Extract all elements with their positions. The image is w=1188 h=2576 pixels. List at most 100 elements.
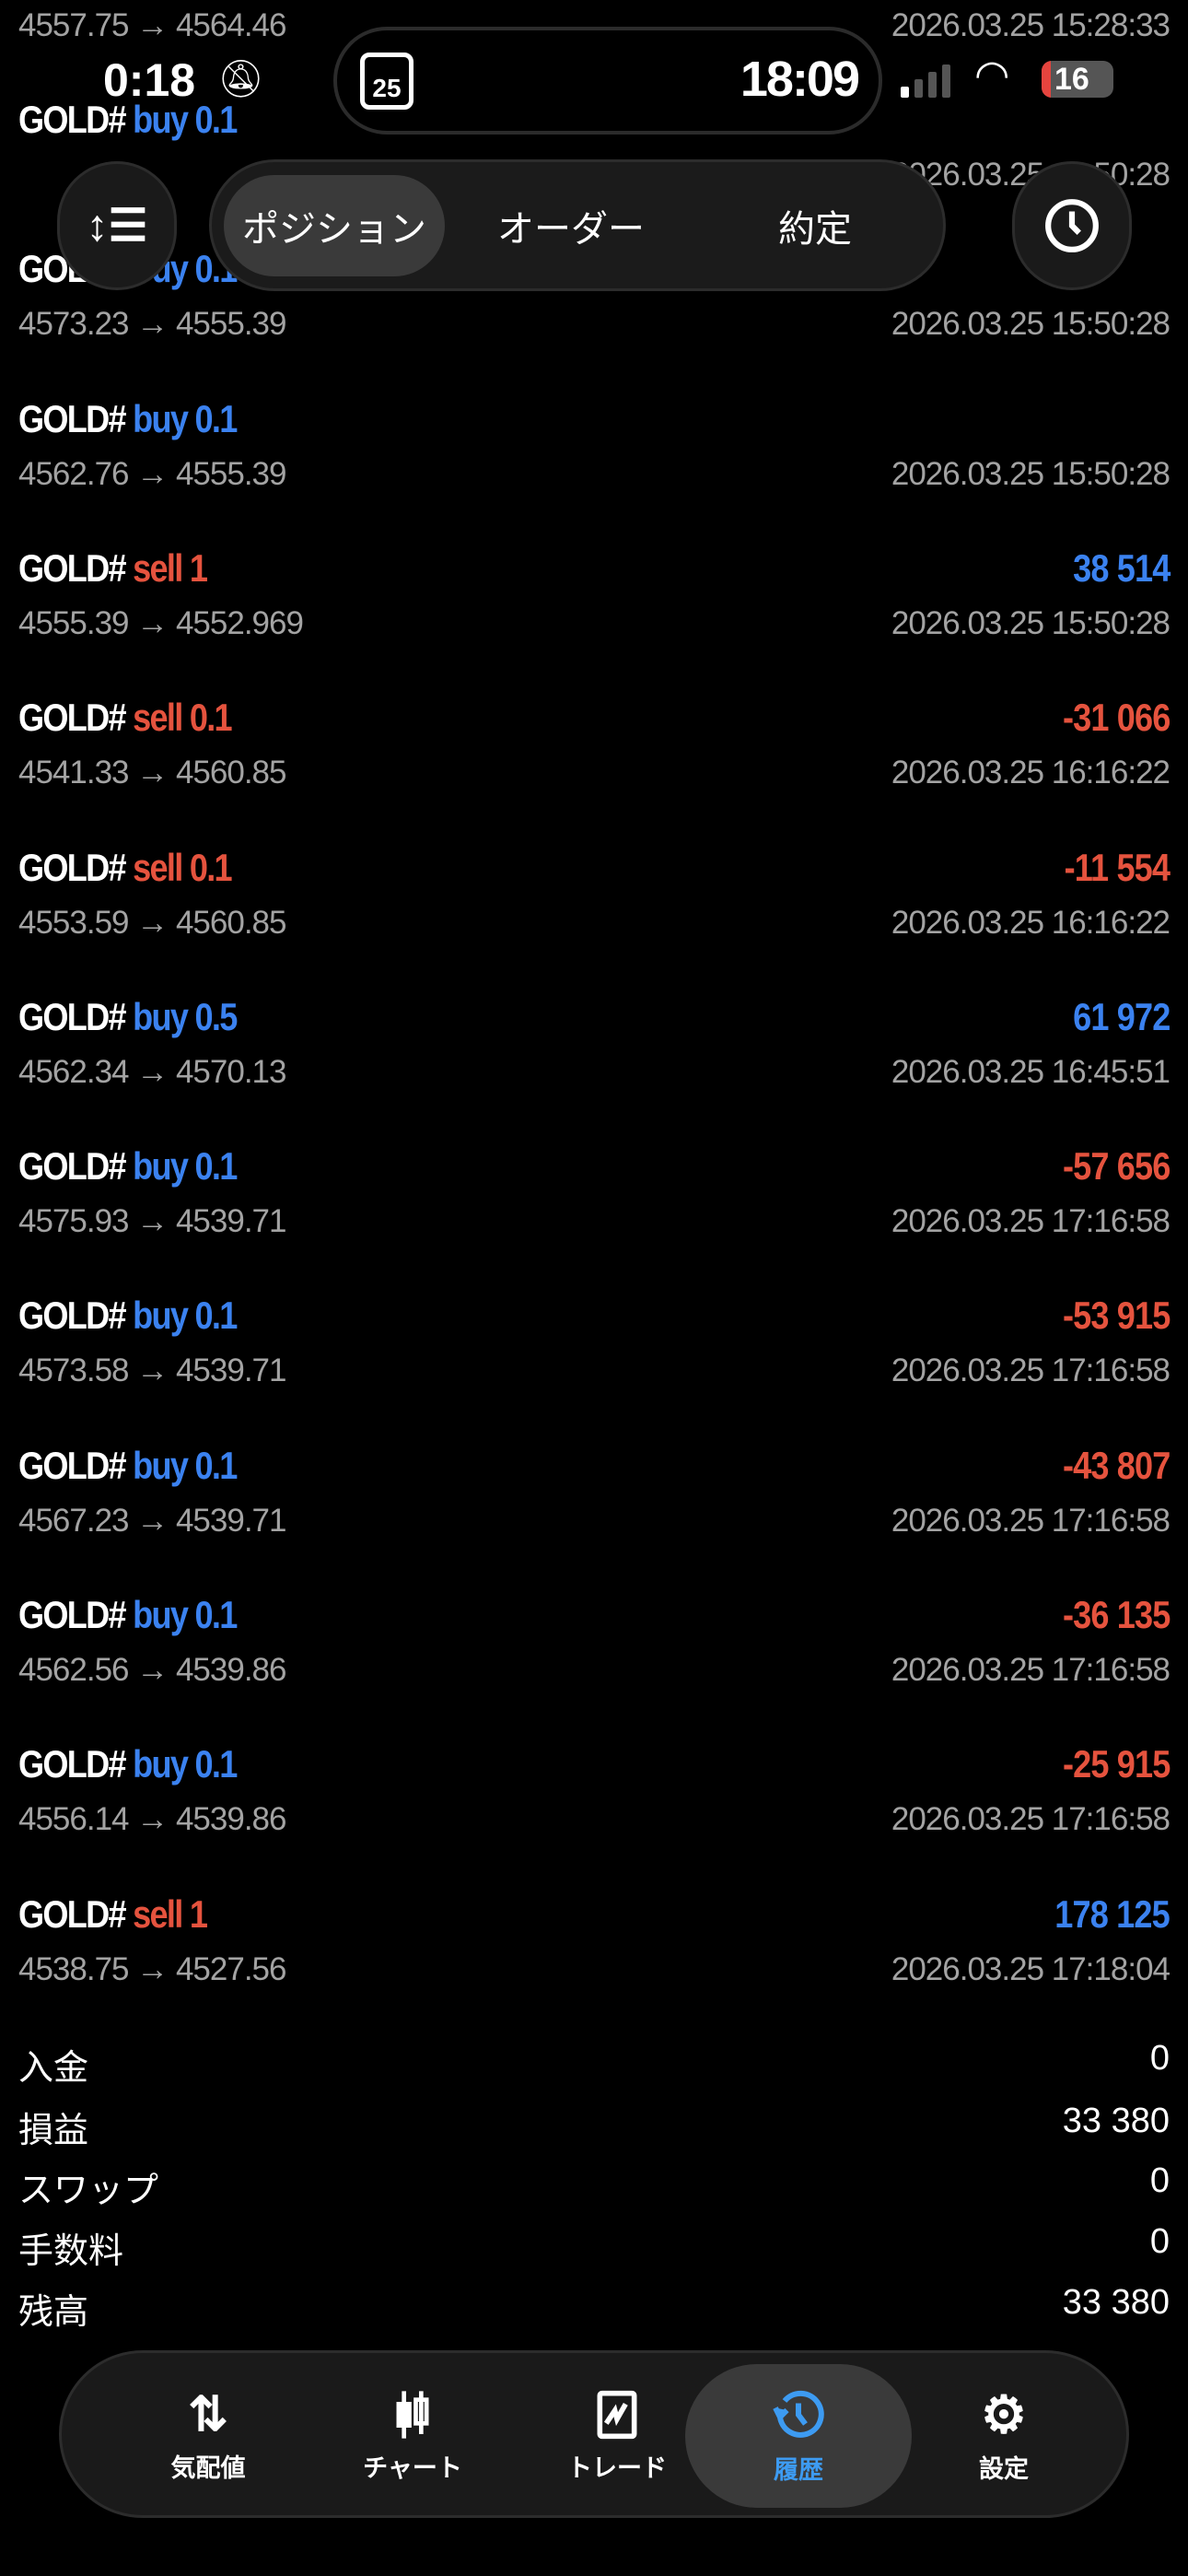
nav-label: トレード [567,2453,667,2482]
deal-profit: 38 514 [1072,545,1171,590]
sort-button[interactable]: ↕☰ [57,161,177,290]
deal-date: 2026.03.25 15:50:28 [891,306,1171,343]
deal-side: buy [133,1593,189,1636]
silent-bell-icon: 🔕︎ [217,59,264,100]
deal-symbol: GOLD# [18,696,127,740]
tab-label: 約定 [778,209,852,250]
nav-trade[interactable]: トレード [504,2364,730,2508]
deal-row[interactable]: GOLD# buy 0.1 -25 915 4556.14 → 4539.86 202… [0,1742,1188,1880]
deal-symbol: GOLD# [18,396,127,440]
deal-row[interactable]: GOLD# sell 0.1 -31 066 4541.33 → 4560.85 20… [0,696,1188,834]
deal-date: 2026.03.25 17:16:58 [891,1652,1171,1688]
deal-title: GOLD# sell 0.1 [18,696,233,740]
summary-value: 0 [1149,2222,1170,2261]
deal-volume: 0.1 [194,1144,239,1188]
deal-volume: 0.1 [189,696,233,740]
deal-title: GOLD# sell 0.1 [18,845,233,890]
deal-row[interactable]: GOLD# buy 0.1 4562.76 → 4555.39 2026.03.25… [0,397,1188,535]
deal-prices: 4562.56 → 4539.86 [18,1652,286,1688]
nav-quotes[interactable]: ⇅ 気配値 [95,2364,321,2508]
deal-title: GOLD# buy 0.1 [18,1294,239,1338]
summary-label: 入金 [18,2049,89,2088]
deal-side: sell [133,845,183,889]
deal-side: buy [133,1144,189,1188]
deal-profit: 61 972 [1072,994,1171,1038]
deal-symbol: GOLD# [18,1891,127,1936]
deal-date: 2026.03.25 17:16:58 [891,1352,1171,1389]
deal-profit: -36 135 [1062,1593,1171,1636]
deal-side: buy [133,396,189,440]
history-period-button[interactable] [1012,161,1132,290]
deal-prices: 4555.39 → 4552.969 [18,604,304,641]
deal-row[interactable]: GOLD# buy 0.1 2026.03.25 15:50:28 [0,98,1188,236]
deal-profit: -11 554 [1064,845,1170,889]
deal-title: GOLD# buy 0.1 [18,396,239,441]
deal-row[interactable]: GOLD# buy 0.5 61 972 4562.34 → 4570.13 2026… [0,995,1188,1133]
tab-label: オーダー [497,209,645,250]
deal-side: sell [133,1891,183,1936]
deal-volume: 0.1 [189,845,233,889]
nav-chart[interactable]: チャート [299,2364,526,2508]
chart-icon [396,2390,429,2439]
deal-row[interactable]: GOLD# sell 1 38 514 4555.39 → 4552.969 2026… [0,546,1188,685]
deal-title: GOLD# sell 1 [18,545,208,591]
deal-title: GOLD# buy 0.1 [18,1593,239,1637]
deal-row[interactable]: GOLD# buy 0.1 -36 135 4562.56 → 4539.86 202… [0,1593,1188,1731]
battery-level: 16 [1054,62,1089,97]
nav-settings[interactable]: ⚙ 設定 [891,2364,1117,2508]
deal-date: 2026.03.25 17:16:58 [891,1502,1171,1539]
deal-profit: -25 915 [1062,1742,1171,1786]
deal-symbol: GOLD# [18,1294,127,1338]
deal-date: 2026.03.25 16:16:22 [891,904,1171,941]
trade-icon [597,2390,637,2439]
deal-profit: -43 807 [1062,1443,1171,1487]
deal-volume: 0.1 [194,1294,239,1338]
deal-prices: 4538.75 → 4527.56 [18,1950,286,1987]
deal-title: GOLD# buy 0.1 [18,1144,239,1188]
deal-prices: 4556.14 → 4539.86 [18,1801,286,1838]
tab-positions[interactable]: ポジション [224,175,445,276]
deal-date: 2026.03.25 15:50:28 [891,604,1171,641]
nav-label: 履歴 [774,2455,823,2484]
nav-label: チャート [363,2453,462,2482]
deal-symbol: GOLD# [18,1144,127,1188]
segment-control: ポジション オーダー 約定 [209,159,946,291]
clock: 0:18 [103,54,196,106]
deal-symbol: GOLD# [18,994,127,1038]
tab-deals[interactable]: 約定 [705,175,926,276]
nav-history[interactable]: 履歴 [685,2364,912,2508]
deal-prices: 4573.23 → 4555.39 [18,306,286,343]
deal-row[interactable]: GOLD# buy 0.1 -43 807 4567.23 → 4539.71 202… [0,1444,1188,1582]
summary-label: 残高 [18,2293,89,2332]
deal-profit: -53 915 [1062,1294,1171,1338]
deal-row[interactable]: GOLD# buy 0.1 -53 915 4573.58 → 4539.71 202… [0,1294,1188,1432]
sort-icon: ↕☰ [86,202,148,251]
deal-profit: 178 125 [1054,1891,1170,1936]
summary-row: スワップ 0 [0,2161,1188,2210]
tab-orders[interactable]: オーダー [460,175,681,276]
deal-prices: 4573.58 → 4539.71 [18,1352,286,1389]
deal-title: GOLD# sell 1 [18,1891,208,1937]
deal-volume: 1 [189,545,208,590]
deal-date: 2026.03.25 17:16:58 [891,1801,1171,1838]
calendar-day: 25 [372,74,402,102]
deal-side: buy [133,994,189,1038]
deal-row[interactable]: GOLD# sell 1 178 125 4538.75 → 4527.56 2026… [0,1892,1188,2031]
deal-prices: 4575.93 → 4539.71 [18,1203,286,1240]
history-icon [773,2390,824,2438]
summary-label: 損益 [18,2112,89,2150]
nav-label: 気配値 [170,2453,246,2482]
nav-label: 設定 [979,2454,1029,2483]
deal-row[interactable]: GOLD# buy 0.1 -57 656 4575.93 → 4539.71 202… [0,1144,1188,1282]
deal-side: buy [133,1294,189,1338]
deal-volume: 0.1 [194,1593,239,1636]
deal-symbol: GOLD# [18,1443,127,1487]
deal-date: 2026.03.25 17:18:04 [891,1950,1171,1987]
deal-row[interactable]: 4557.75 → 4564.46 2026.03.25 15:28:33 [0,0,1188,87]
deal-row[interactable]: GOLD# sell 0.1 -11 554 4553.59 → 4560.85 20… [0,846,1188,984]
deal-prices: 4562.34 → 4570.13 [18,1053,286,1090]
deal-symbol: GOLD# [18,1742,127,1786]
summary-row: 手数料 0 [0,2222,1188,2271]
deal-profit: -57 656 [1062,1144,1171,1188]
deal-volume: 0.1 [194,396,239,440]
